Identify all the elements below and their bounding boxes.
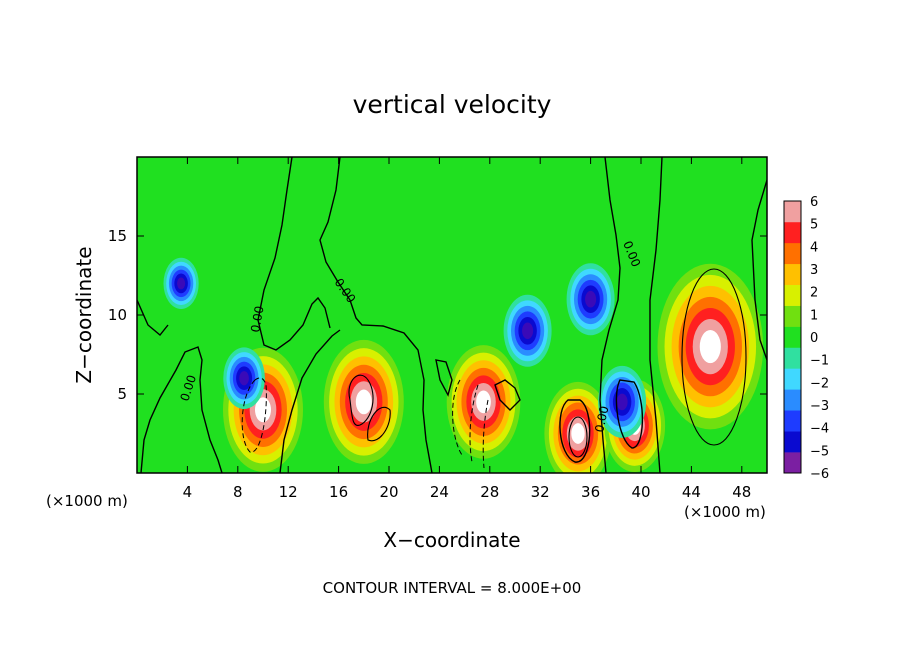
contour-interval-note: CONTOUR INTERVAL = 8.000E+00 — [323, 579, 582, 597]
colorbar-tick-label: −5 — [810, 444, 829, 459]
x-tick-label: 28 — [480, 483, 499, 501]
chart-title: vertical velocity — [353, 90, 552, 119]
inner-contour-line — [367, 407, 391, 442]
downdraft-cell — [503, 294, 552, 367]
inner-contour-line — [348, 374, 374, 426]
x-tick-label: 20 — [379, 483, 398, 501]
x-tick-label: 16 — [329, 483, 348, 501]
colorbar-cell — [784, 452, 801, 474]
updraft-band — [255, 397, 271, 423]
colorbar-tick-label: 1 — [810, 308, 818, 323]
downdraft-cell — [598, 365, 647, 438]
colorbar-cell — [784, 431, 801, 453]
updraft-band — [476, 390, 491, 414]
x-tick-label: 48 — [732, 483, 751, 501]
zero-contour-line — [751, 179, 767, 361]
colorbar-tick-label: 3 — [810, 263, 818, 278]
zero-contour-line — [435, 359, 453, 397]
colorbar-tick-label: 6 — [810, 195, 818, 210]
zero-contour-line — [599, 157, 621, 473]
x-tick-label: 4 — [183, 483, 193, 501]
inner-contour-line — [568, 416, 588, 458]
negative-contour-line — [241, 377, 267, 453]
downdraft-band — [616, 393, 628, 411]
downdraft-band — [239, 371, 249, 386]
downdraft-band — [522, 322, 534, 340]
colorbar-tick-label: 0 — [810, 331, 818, 346]
negative-contour-line — [469, 384, 479, 463]
colorbar-cell — [784, 201, 801, 223]
y-axis-label: Z−coordinate — [72, 246, 96, 383]
zero-contour-line — [649, 157, 663, 473]
updraft-cell — [657, 263, 764, 430]
colorbar-cell — [784, 389, 801, 411]
zero-contours — [137, 157, 767, 473]
x-unit-label-left: (×1000 m) — [46, 492, 128, 510]
x-tick-label: 24 — [430, 483, 449, 501]
colorbar-cell — [784, 347, 801, 369]
colorbar-cell — [784, 326, 801, 348]
colorbar-tick-label: 5 — [810, 218, 818, 233]
negative-contour-line — [452, 379, 463, 456]
y-tick-label: 15 — [108, 227, 127, 245]
x-tick-label: 36 — [581, 483, 600, 501]
contour-label: 0.00 — [248, 305, 266, 334]
x-tick-label: 8 — [233, 483, 243, 501]
colorbar-cell — [784, 263, 801, 285]
zero-contour-line — [319, 157, 433, 473]
colorbar-frame — [783, 200, 802, 474]
updraft-band — [571, 423, 585, 444]
colorbar-cell — [784, 368, 801, 390]
field-blobs — [163, 257, 764, 473]
zero-contour-line — [494, 379, 521, 411]
downdraft-cell — [566, 263, 615, 336]
downdraft-cell — [163, 257, 199, 309]
updraft-band — [699, 330, 721, 364]
colorbar-tick-label: −6 — [810, 467, 829, 482]
zero-contour-line — [140, 346, 223, 473]
x-tick-label: 32 — [531, 483, 550, 501]
updraft-cell — [544, 381, 612, 473]
colorbar-tick-label: 2 — [810, 286, 818, 301]
downdraft-band — [177, 277, 186, 290]
x-tick-label: 44 — [682, 483, 701, 501]
colorbar-tick-label: −1 — [810, 354, 829, 369]
zero-contour-line — [615, 379, 644, 449]
colorbar-cell — [784, 410, 801, 432]
zero-contour-line — [257, 157, 331, 351]
contour-label: 0.00 — [592, 405, 611, 434]
colorbar-cell — [784, 221, 801, 244]
colorbar-tick-label: −3 — [810, 399, 829, 414]
updraft-cell — [446, 345, 521, 459]
downdraft-band — [585, 290, 597, 308]
x-tick-label: 40 — [631, 483, 650, 501]
updraft-cell — [323, 339, 404, 464]
y-tick-label: 5 — [117, 385, 127, 403]
colorbar-cell — [784, 242, 801, 265]
colorbar-tick-label: −2 — [810, 376, 829, 391]
colorbar-cell — [784, 305, 801, 327]
colorbar: 6 5 4 3 2 1 0 −1 −2 −3 −4 −5 −6 — [783, 195, 829, 482]
zero-contour-line — [559, 399, 591, 463]
x-unit-label-right: (×1000 m) — [684, 503, 766, 521]
zero-contour-line — [137, 299, 169, 336]
negative-contour-line — [482, 399, 489, 469]
colorbar-labels: 6 5 4 3 2 1 0 −1 −2 −3 −4 −5 −6 — [810, 195, 829, 482]
x-axis-label: X−coordinate — [383, 528, 520, 552]
x-tick-label: 12 — [279, 483, 298, 501]
y-tick-label: 10 — [108, 306, 127, 324]
colorbar-tick-label: 4 — [810, 240, 818, 255]
colorbar-cell — [784, 284, 801, 306]
downdraft-cell — [223, 347, 265, 410]
y-axis-ticks: 5 10 15 — [108, 227, 767, 403]
x-axis-ticks: 4 8 12 16 20 24 28 32 36 40 44 48 — [183, 157, 751, 501]
inner-contour-line — [681, 268, 747, 446]
updraft-band — [355, 389, 372, 415]
colorbar-tick-label: −4 — [810, 422, 829, 437]
colorbar-cells — [784, 201, 801, 474]
zero-contour-line — [279, 329, 341, 473]
